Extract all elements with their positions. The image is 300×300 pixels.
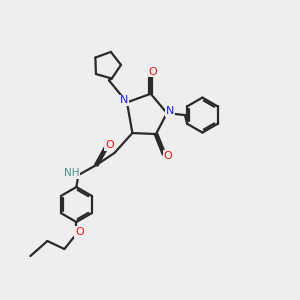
Text: NH: NH bbox=[64, 168, 79, 178]
Text: N: N bbox=[120, 95, 128, 105]
Text: O: O bbox=[105, 140, 114, 150]
Text: O: O bbox=[148, 67, 157, 77]
Text: O: O bbox=[75, 227, 84, 237]
Text: O: O bbox=[164, 151, 172, 161]
Text: N: N bbox=[166, 106, 174, 116]
